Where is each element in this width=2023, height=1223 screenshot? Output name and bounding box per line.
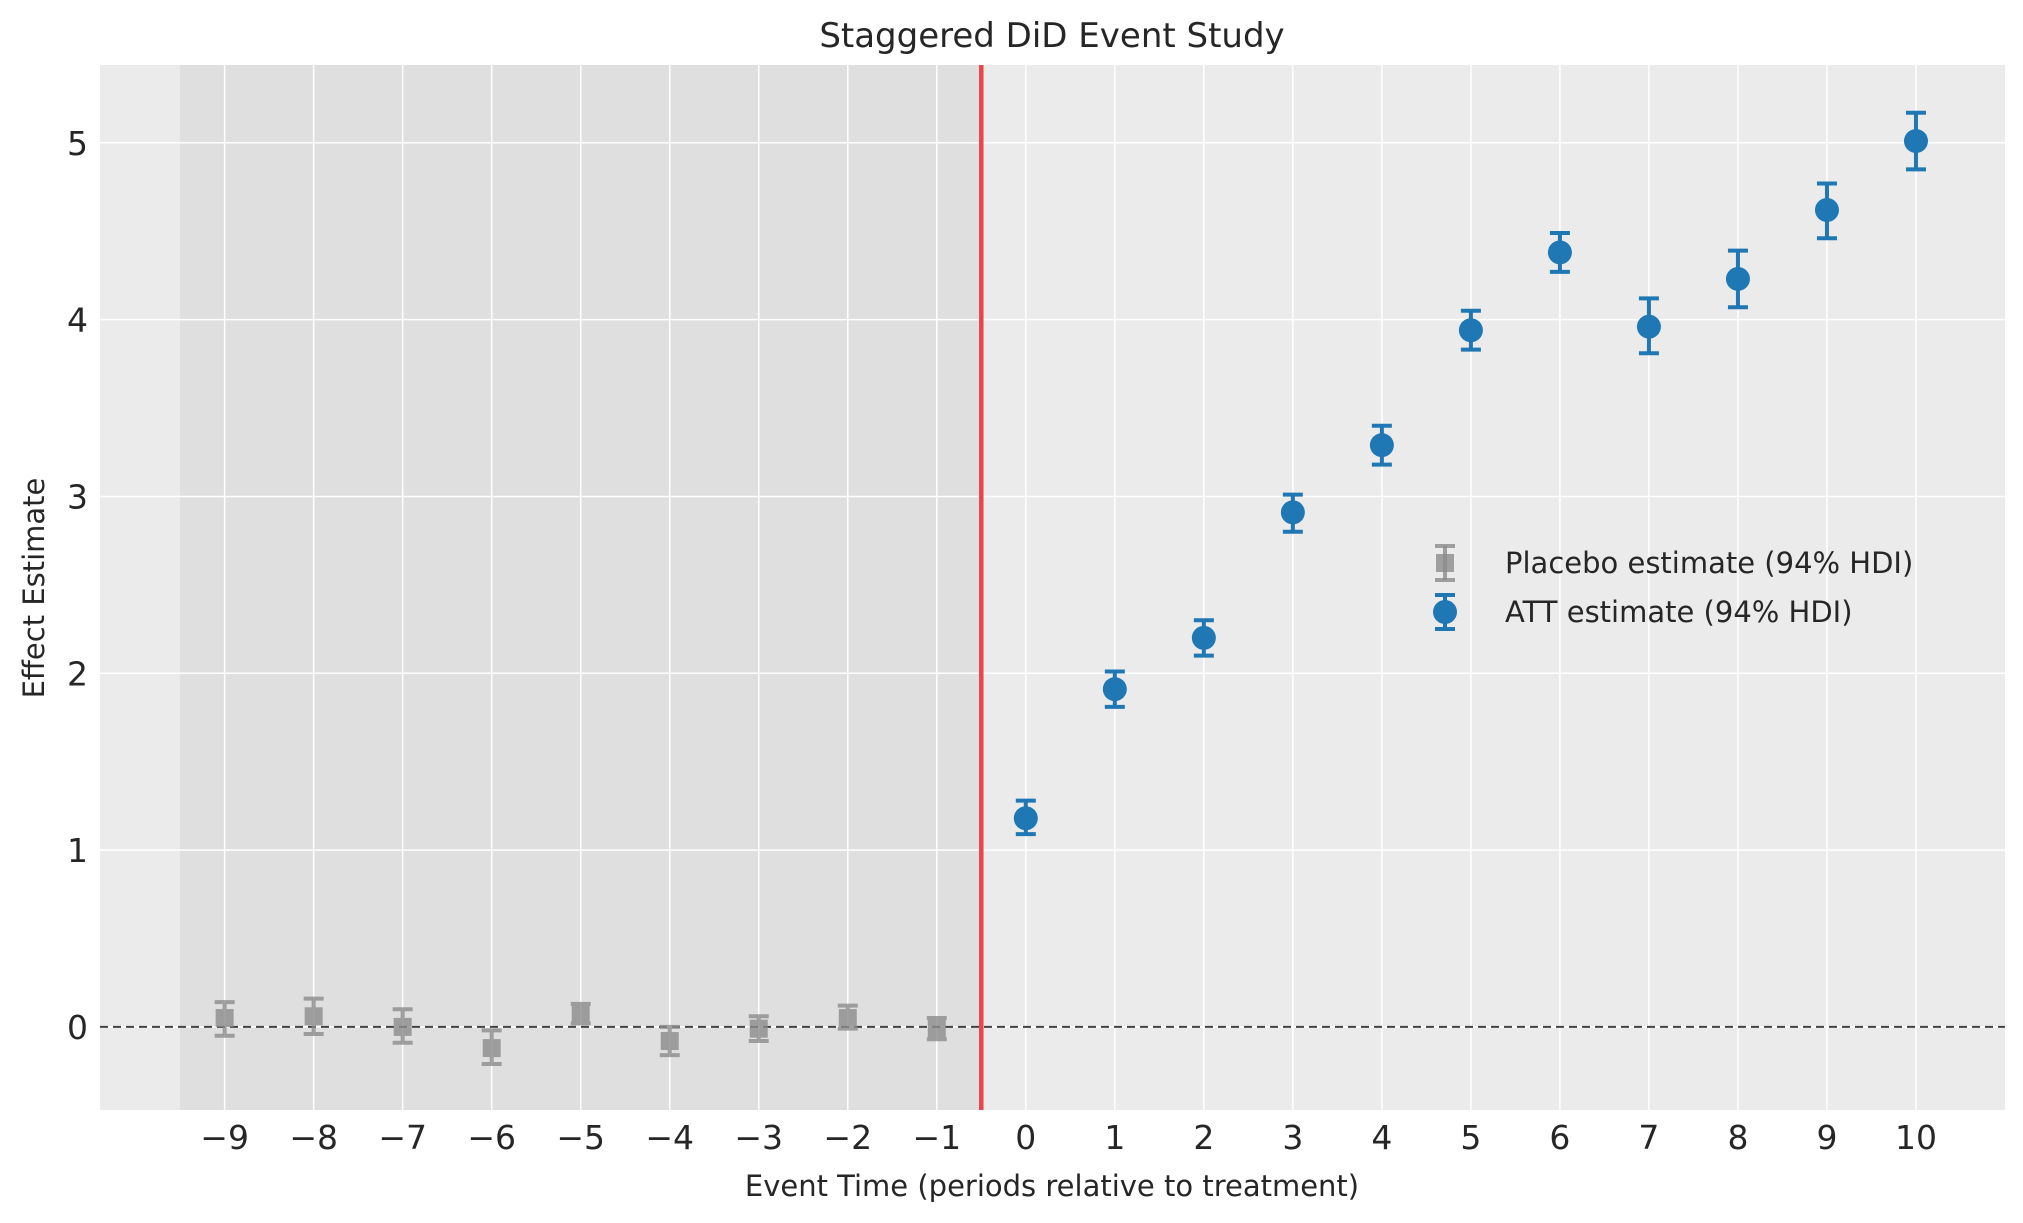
att-point-group — [1725, 248, 1750, 310]
placebo-point-group — [837, 1003, 858, 1031]
placebo-point — [571, 1003, 590, 1022]
y-tick-label: 0 — [67, 1008, 88, 1047]
legend-placebo-marker — [1436, 554, 1454, 572]
y-tick-label: 5 — [67, 124, 88, 163]
placebo-point — [838, 1009, 857, 1028]
placebo-point — [482, 1039, 501, 1058]
x-tick-label: −8 — [289, 1118, 338, 1157]
att-point-group — [1013, 798, 1038, 837]
att-point-group — [1814, 181, 1839, 241]
att-point-group — [1636, 296, 1661, 356]
att-point — [1814, 197, 1839, 222]
chart-title: Staggered DiD Event Study — [819, 16, 1284, 56]
placebo-point-group — [392, 1007, 413, 1045]
att-point-group — [1547, 230, 1572, 274]
att-point — [1636, 314, 1661, 339]
placebo-point — [215, 1009, 234, 1028]
x-tick-label: −4 — [645, 1118, 694, 1157]
placebo-point-group — [659, 1024, 680, 1058]
y-tick-label: 3 — [67, 477, 88, 516]
y-tick-label: 4 — [67, 301, 88, 340]
y-axis-label: Effect Estimate — [17, 478, 51, 699]
att-point-group — [1280, 492, 1305, 534]
placebo-point — [749, 1019, 768, 1038]
att-point — [1458, 318, 1483, 343]
x-tick-label: 8 — [1727, 1118, 1748, 1157]
att-point-group — [1102, 669, 1127, 709]
att-point-group — [1458, 308, 1483, 352]
att-point — [1280, 500, 1305, 525]
x-tick-label: 1 — [1104, 1118, 1125, 1157]
att-point — [1903, 129, 1928, 154]
placebo-point-group — [926, 1016, 947, 1042]
att-point — [1102, 677, 1127, 702]
legend: Placebo estimate (94% HDI) ATT estimate … — [1433, 544, 1913, 631]
att-point — [1191, 625, 1216, 650]
x-tick-label: 4 — [1371, 1118, 1392, 1157]
x-axis-label: Event Time (periods relative to treatmen… — [745, 1169, 1359, 1203]
placebo-point — [304, 1007, 323, 1026]
x-tick-label: −5 — [556, 1118, 605, 1157]
x-tick-label: 0 — [1015, 1118, 1036, 1157]
x-tick-label: 6 — [1549, 1118, 1570, 1157]
placebo-point — [660, 1032, 679, 1051]
x-tick-label: 2 — [1193, 1118, 1214, 1157]
legend-placebo-label: Placebo estimate (94% HDI) — [1505, 546, 1913, 580]
x-tick-label: 3 — [1282, 1118, 1303, 1157]
placebo-point — [393, 1017, 412, 1036]
legend-att-marker — [1433, 600, 1457, 624]
placebo-point-group — [570, 1001, 591, 1026]
placebo-point-group — [748, 1014, 769, 1044]
x-tick-label: 7 — [1638, 1118, 1659, 1157]
att-point — [1369, 433, 1394, 458]
legend-item-placebo: Placebo estimate (94% HDI) — [1435, 544, 1913, 582]
x-tick-label: 10 — [1895, 1118, 1937, 1157]
att-point-group — [1191, 618, 1216, 658]
placebo-point-group — [303, 996, 324, 1036]
x-tick-label: −7 — [378, 1118, 427, 1157]
placebo-point-group — [481, 1028, 502, 1067]
y-tick-label: 2 — [67, 654, 88, 693]
legend-item-att: ATT estimate (94% HDI) — [1433, 593, 1853, 631]
x-tick-label: −1 — [912, 1118, 961, 1157]
placebo-point — [927, 1019, 946, 1038]
att-point — [1013, 806, 1038, 831]
x-tick-label: 5 — [1460, 1118, 1481, 1157]
att-point — [1547, 240, 1572, 265]
att-point — [1725, 266, 1750, 291]
x-tick-label: −2 — [823, 1118, 872, 1157]
y-tick-label: 1 — [67, 831, 88, 870]
att-point-group — [1903, 110, 1928, 172]
placebo-point-group — [214, 1000, 235, 1038]
x-tick-label: −3 — [734, 1118, 783, 1157]
x-tick-label: −6 — [467, 1118, 516, 1157]
legend-att-label: ATT estimate (94% HDI) — [1505, 595, 1853, 629]
x-tick-label: −9 — [200, 1118, 249, 1157]
att-point-group — [1369, 423, 1394, 467]
x-tick-label: 9 — [1816, 1118, 1837, 1157]
